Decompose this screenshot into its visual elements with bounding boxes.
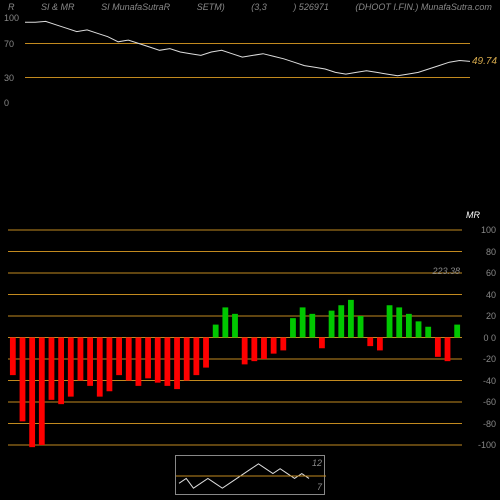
header-left2: SI & MR	[41, 2, 75, 12]
y-axis-label: -80	[483, 419, 496, 429]
y-axis-label: 100	[481, 225, 496, 235]
y-axis-label: 0	[4, 98, 9, 108]
top-line-chart: 1007030049.74	[0, 18, 500, 113]
y-axis-label: -20	[483, 354, 496, 364]
header-right: (DHOOT I.FIN.) MunafaSutra.com	[355, 2, 492, 12]
mid-value-label: 223.38	[432, 266, 460, 276]
y-axis-label: 60	[486, 268, 496, 278]
mini-label-top: 12	[312, 458, 322, 468]
y-axis-label: 40	[486, 290, 496, 300]
chart-header: R SI & MR SI MunafaSutraR SETM) (3,3 ) 5…	[0, 0, 500, 14]
y-axis-label: 80	[486, 247, 496, 257]
bottom-bar-chart: 100806040200 0-20-40-60-80-100MR223.38	[0, 225, 500, 450]
header-mid3: ) 526971	[293, 2, 329, 12]
y-axis-label: 0 0	[483, 333, 496, 343]
y-axis-label: 20	[486, 311, 496, 321]
header-mid1: SETM)	[197, 2, 225, 12]
y-axis-label: 70	[4, 39, 14, 49]
current-value-label: 49.74	[472, 56, 497, 67]
y-axis-label: -60	[483, 397, 496, 407]
y-axis-label: -100	[478, 440, 496, 450]
mr-label: MR	[466, 210, 480, 220]
y-axis-label: 30	[4, 73, 14, 83]
header-mid2: (3,3	[251, 2, 267, 12]
y-axis-label: -40	[483, 376, 496, 386]
mini-thumbnail-chart: 12 7	[175, 455, 325, 495]
header-left3: SI MunafaSutraR	[101, 2, 170, 12]
header-left1: R	[8, 2, 15, 12]
mini-label-bot: 7	[317, 482, 322, 492]
y-axis-label: 100	[4, 13, 19, 23]
